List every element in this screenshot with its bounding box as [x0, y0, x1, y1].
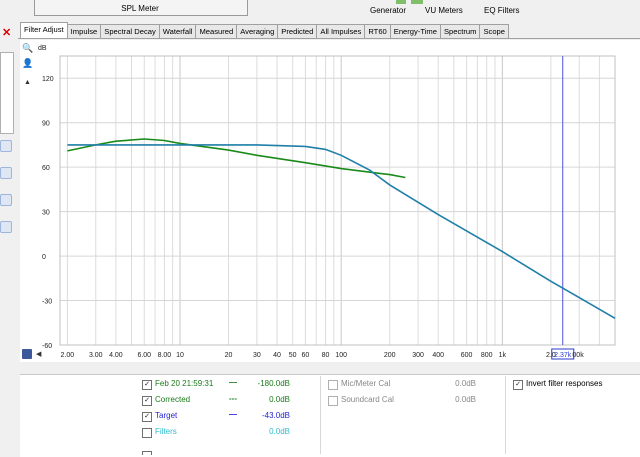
x-tick-label: 20	[225, 352, 233, 359]
x-tick-label: 30	[253, 352, 261, 359]
tab-impulse[interactable]: Impulse	[66, 24, 102, 38]
tab-rt60[interactable]: RT60	[364, 24, 391, 38]
eq-filters-button[interactable]: EQ Filters	[484, 6, 520, 15]
side-button-4[interactable]	[0, 221, 12, 233]
legend-value: -43.0dB	[261, 411, 290, 420]
y-tick-label: 0	[42, 254, 46, 261]
legend-value: 0.0dB	[269, 395, 290, 404]
zoom-icon[interactable]: 🔍	[22, 43, 34, 53]
x-tick-label: 200	[384, 352, 396, 359]
spl-meter-button[interactable]	[34, 0, 248, 16]
legend-checkbox[interactable]: ✓	[142, 380, 152, 390]
legend-checkbox[interactable]: ✓	[142, 412, 152, 422]
legend-checkbox[interactable]	[142, 451, 152, 455]
x-tick-label: 80	[322, 352, 330, 359]
x-tick-label: 10	[176, 352, 184, 359]
invert-filter-checkbox[interactable]: ✓	[513, 380, 523, 390]
user-icon[interactable]: 👤	[22, 58, 34, 68]
y-tick-label: 60	[42, 165, 50, 172]
y-tick-label: 120	[42, 76, 54, 83]
x-tick-label: 400	[432, 352, 444, 359]
x-tick-label: 6.00	[137, 352, 151, 359]
scroll-left-icon[interactable]: ◀	[36, 351, 42, 358]
tab-divider	[18, 38, 640, 39]
tab-energy-time[interactable]: Energy-Time	[389, 24, 441, 38]
legend-value: 0.0dB	[455, 379, 476, 388]
x-tick-label: 600	[461, 352, 473, 359]
y-tick-label: 30	[42, 210, 50, 217]
side-button-1[interactable]	[0, 140, 12, 152]
measurement-curve	[67, 138, 406, 179]
y-tick-label: -30	[42, 299, 52, 306]
tab-spectrum[interactable]: Spectrum	[439, 24, 481, 38]
tab-all-impulses[interactable]: All Impulses	[316, 24, 366, 38]
legend-label: Target	[155, 411, 178, 420]
target-curve	[67, 144, 616, 319]
legend-checkbox[interactable]	[328, 396, 338, 406]
tab-strip: Filter Adjust Impulse Spectral Decay Wat…	[20, 22, 509, 39]
x-tick-label: 60	[302, 352, 310, 359]
x-tick-label: 50	[289, 352, 297, 359]
legend-value: 0.0dB	[455, 395, 476, 404]
side-button-2[interactable]	[0, 167, 12, 179]
save-icon[interactable]	[22, 349, 32, 359]
x-tick-label: 3.00	[89, 352, 103, 359]
legend-checkbox[interactable]	[142, 428, 152, 438]
x-tick-label: 2.0	[546, 352, 556, 359]
x-tick-label: 4.00	[109, 352, 123, 359]
legend-label: Mic/Meter Cal	[341, 379, 391, 388]
legend-value: 0.0dB	[269, 427, 290, 436]
x-tick-label: 00k	[572, 352, 584, 359]
tab-predicted[interactable]: Predicted	[277, 24, 318, 38]
vu-meter-icon	[396, 0, 406, 4]
y-tick-label: 90	[42, 121, 50, 128]
side-button-3[interactable]	[0, 194, 12, 206]
legend-label: Filters	[155, 427, 177, 436]
legend-divider	[320, 376, 321, 454]
x-tick-label: 2.37k	[554, 352, 572, 359]
legend-value: -180.0dB	[257, 379, 290, 388]
invert-filter-label: Invert filter responses	[526, 379, 603, 388]
tab-averaging[interactable]: Averaging	[236, 24, 279, 38]
x-tick-label: 1k	[499, 352, 507, 359]
tab-measured[interactable]: Measured	[195, 24, 238, 38]
legend-checkbox[interactable]: ✓	[142, 396, 152, 406]
plot-frame	[59, 55, 616, 346]
scroll-up-icon[interactable]: ▲	[24, 79, 31, 86]
legend-line-sample: —	[229, 410, 237, 419]
legend-label: Feb 20 21:59:31	[155, 379, 214, 388]
legend-line-sample: —	[229, 378, 237, 387]
legend-label: Corrected	[155, 395, 191, 404]
tab-filter-adjust[interactable]: Filter Adjust	[20, 22, 68, 38]
spl-meter-label: SPL Meter	[121, 4, 159, 13]
x-tick-label: 40	[273, 352, 281, 359]
legend-divider	[505, 376, 506, 454]
tab-waterfall[interactable]: Waterfall	[158, 24, 197, 38]
legend-line-sample: ---	[229, 394, 237, 403]
vu-meter-icon-2	[411, 0, 423, 4]
x-tick-label: 300	[412, 352, 424, 359]
vu-meters-button[interactable]: VU Meters	[425, 6, 463, 15]
close-icon[interactable]: ✕	[2, 27, 12, 39]
cursor-readout-box	[551, 348, 575, 360]
legend-checkbox[interactable]	[328, 380, 338, 390]
x-tick-label: 100	[335, 352, 347, 359]
y-tick-label: -60	[42, 343, 52, 350]
side-panel	[0, 52, 14, 134]
tab-spectral-decay[interactable]: Spectral Decay	[100, 24, 160, 38]
x-tick-label: 2.00	[61, 352, 75, 359]
legend-label: Soundcard Cal	[341, 395, 394, 404]
tab-scope[interactable]: Scope	[479, 24, 509, 38]
x-tick-label: 8.00	[158, 352, 172, 359]
x-tick-label: 800	[481, 352, 493, 359]
generator-button[interactable]: Generator	[370, 6, 407, 15]
graph-panel: 120 90 60 30 0 -30 -60 dB 2.00 3.00 4.00 6.00 8.00 10…	[20, 40, 640, 362]
y-axis-label: dB	[38, 45, 47, 52]
